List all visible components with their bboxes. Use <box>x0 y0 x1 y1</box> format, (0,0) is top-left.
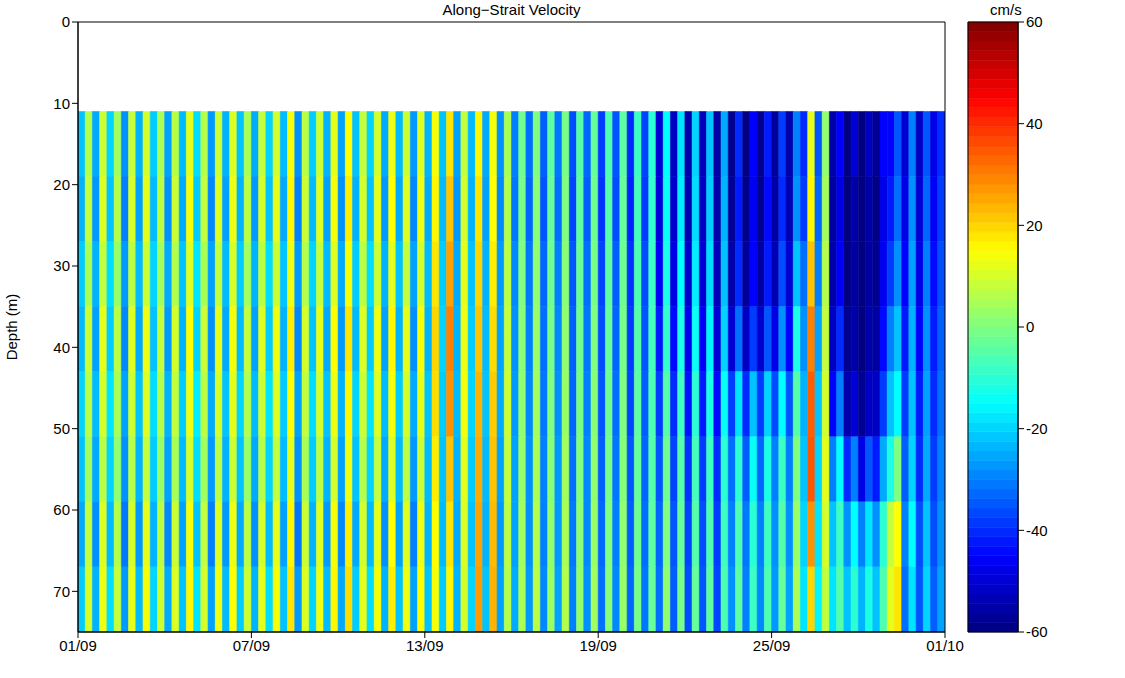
svg-text:13/09: 13/09 <box>406 637 444 654</box>
svg-text:01/09: 01/09 <box>59 637 97 654</box>
svg-text:60: 60 <box>1026 13 1043 30</box>
svg-text:20: 20 <box>53 176 70 193</box>
svg-text:-20: -20 <box>1026 420 1048 437</box>
svg-text:25/09: 25/09 <box>753 637 791 654</box>
svg-text:-60: -60 <box>1026 623 1048 640</box>
html-text:cm/s: cm/s <box>990 1 1022 18</box>
svg-text:10: 10 <box>53 95 70 112</box>
svg-text:01/10: 01/10 <box>926 637 964 654</box>
html-text:Along−Strait Velocity: Along−Strait Velocity <box>442 1 581 18</box>
svg-text:30: 30 <box>53 257 70 274</box>
svg-text:19/09: 19/09 <box>579 637 617 654</box>
svg-text:50: 50 <box>53 420 70 437</box>
svg-text:40: 40 <box>1026 115 1043 132</box>
svg-text:-40: -40 <box>1026 522 1048 539</box>
svg-text:0: 0 <box>1026 318 1034 335</box>
svg-text:07/09: 07/09 <box>233 637 271 654</box>
svg-text:70: 70 <box>53 583 70 600</box>
svg-text:Depth (m): Depth (m) <box>3 294 20 361</box>
svg-text:60: 60 <box>53 501 70 518</box>
svg-text:0: 0 <box>62 13 70 30</box>
svg-text:40: 40 <box>53 339 70 356</box>
svg-text:20: 20 <box>1026 217 1043 234</box>
